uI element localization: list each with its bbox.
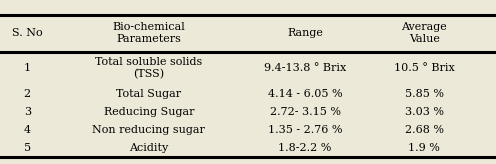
- Text: 3.03 %: 3.03 %: [405, 107, 443, 117]
- Text: 5.85 %: 5.85 %: [405, 89, 443, 99]
- Text: S. No: S. No: [12, 28, 43, 38]
- Text: Reducing Sugar: Reducing Sugar: [104, 107, 194, 117]
- Text: Total soluble solids
(TSS): Total soluble solids (TSS): [95, 57, 202, 79]
- Text: 3: 3: [24, 107, 31, 117]
- Text: Bio-chemical
Parameters: Bio-chemical Parameters: [113, 22, 185, 44]
- Text: 1.9 %: 1.9 %: [408, 143, 440, 153]
- Text: 5: 5: [24, 143, 31, 153]
- Text: 1.8-2.2 %: 1.8-2.2 %: [278, 143, 332, 153]
- Text: Average
Value: Average Value: [401, 22, 447, 44]
- Text: 2.72- 3.15 %: 2.72- 3.15 %: [269, 107, 341, 117]
- Text: 9.4-13.8 ° Brix: 9.4-13.8 ° Brix: [264, 63, 346, 73]
- Text: 2.68 %: 2.68 %: [405, 125, 443, 135]
- Text: Acidity: Acidity: [129, 143, 169, 153]
- Text: 1.35 - 2.76 %: 1.35 - 2.76 %: [268, 125, 342, 135]
- Text: 2: 2: [24, 89, 31, 99]
- Text: 4: 4: [24, 125, 31, 135]
- Text: 4.14 - 6.05 %: 4.14 - 6.05 %: [268, 89, 342, 99]
- Text: Total Sugar: Total Sugar: [116, 89, 182, 99]
- Text: 10.5 ° Brix: 10.5 ° Brix: [394, 63, 454, 73]
- Text: 1: 1: [24, 63, 31, 73]
- Text: Non reducing sugar: Non reducing sugar: [92, 125, 205, 135]
- Text: Range: Range: [287, 28, 323, 38]
